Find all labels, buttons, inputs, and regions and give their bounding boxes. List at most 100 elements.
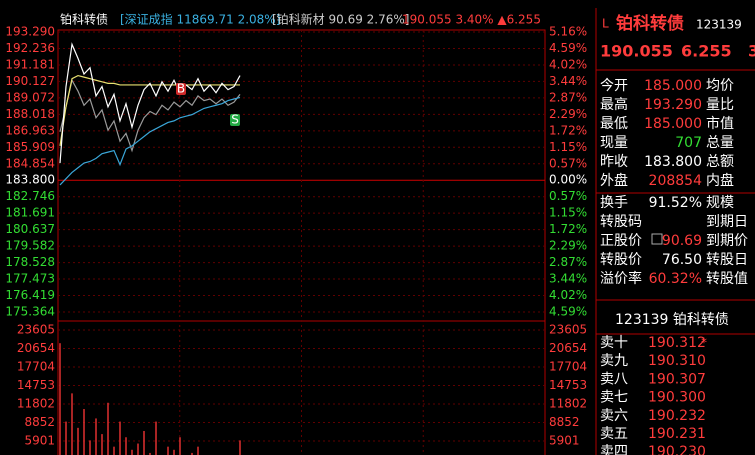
book-label: 卖六 [600,408,628,424]
book-price: 190.300 [648,390,706,406]
vol-tick-label: 5901 [24,434,55,448]
pct-tick-label: 0.57% [549,189,587,203]
row-label: 均价 [706,78,734,94]
chart-name: 铂科转债 [60,12,108,27]
row-label: 转股值 [706,271,748,287]
book-label: 卖十 [600,335,628,351]
row-label: 总额 [706,154,734,170]
price-tick-label: 191.181 [5,57,55,71]
vol-tick-label: 8852 [549,415,580,429]
row-label: 量比 [706,97,734,113]
row-label: 到期价 [706,233,748,249]
price-tick-label: 184.854 [5,156,55,170]
panel-change: 6.255 [681,42,732,61]
panel-price: 190.055 [600,42,673,61]
vol-tick-label: 14753 [17,378,55,392]
pct-tick-label: 4.02% [549,288,587,302]
pct-tick-label: 2.29% [549,239,587,253]
book-label: 卖五 [600,426,628,442]
vol-tick-label: 23605 [549,323,587,337]
price-tick-label: 178.528 [5,255,55,269]
price-tick-label: 190.127 [5,74,55,88]
line-index [59,96,241,186]
panel-name: 铂科转债 [616,13,684,34]
book-star: * [701,336,707,350]
book-label: 卖四 [600,444,628,455]
pct-tick-label: 4.59% [549,41,587,55]
pct-tick-label: 1.72% [549,222,587,236]
pct-tick-label: 4.02% [549,57,587,71]
row-value: 183.800 [644,154,702,170]
row-value: 90.69 [662,233,702,249]
line-price [59,42,241,164]
book-price: 190.310 [648,353,706,369]
row-label: 转股码 [600,214,642,230]
price-tick-label: 182.746 [5,189,55,203]
price-tick-label: 179.582 [5,239,55,253]
price-tick-label: 193.290 [5,25,55,39]
row-label: 昨收 [600,154,628,170]
row-label: 现量 [600,135,628,151]
index-quote: [深证成指 11869.71 2.08%] [120,12,280,27]
price-tick-label: 175.364 [5,305,55,319]
trade-marker [230,114,240,126]
icon [651,233,663,245]
row-label: 转股日 [706,252,748,268]
row-label: 今开 [600,78,628,94]
vol-tick-label: 23605 [17,323,55,337]
trade-marker [176,83,186,95]
pct-tick-label: 0.00% [549,173,587,187]
panel-pct: 3 [748,42,755,61]
trade-marker-label: B [177,82,185,96]
vol-tick-label: 17704 [549,359,587,373]
vol-tick-label: 20654 [17,341,55,355]
row-label: 外盘 [600,172,628,189]
row-value: 208854 [649,173,703,189]
vol-tick-label: 5901 [549,434,580,448]
line-avg [59,74,240,146]
pct-tick-label: 2.87% [549,255,587,269]
row-label: 换手 [600,194,628,211]
pct-tick-label: 1.15% [549,140,587,154]
book-label: 卖九 [600,353,628,369]
pct-tick-label: 5.16% [549,25,587,39]
book-label: 卖七 [600,390,628,406]
price-tick-label: 177.473 [5,272,55,286]
pct-tick-label: 2.87% [549,90,587,104]
row-label: 最高 [600,96,628,113]
stock-quote: [铂科新材 90.69 2.76%] [272,12,409,27]
panel-code: 123139 [696,18,742,32]
price-tick-label: 176.419 [5,288,55,302]
prefix: L [602,17,609,31]
row-label: 溢价率 [600,270,642,287]
row-value: 185.000 [644,78,702,94]
line-stock [59,78,241,153]
row-label: 正股价 [600,233,642,249]
pct-tick-label: 1.15% [549,206,587,220]
price-tick-label: 186.963 [5,123,55,137]
price-tick-label: 189.072 [5,90,55,104]
book-price: 190.307 [648,371,706,387]
row-value: 76.50 [662,252,702,268]
pct-tick-label: 4.59% [549,305,587,319]
price-tick-label: 185.909 [5,140,55,154]
row-label: 总量 [706,135,734,151]
row-value: 91.52% [649,195,702,211]
pct-tick-label: 0.57% [549,156,587,170]
vol-tick-label: 20654 [549,341,587,355]
row-label: 市值 [706,115,734,132]
vol-tick-label: 14753 [549,378,587,392]
price-tick-label: 180.637 [5,222,55,236]
book-label: 卖八 [600,371,628,387]
pct-tick-label: 1.72% [549,123,587,137]
vol-tick-label: 11802 [17,397,55,411]
book-price: 190.231 [648,426,706,442]
price-tick-label: 192.236 [5,41,55,55]
price-tick-label: 188.018 [5,107,55,121]
row-label: 最低 [600,116,628,132]
bond-quote: 190.055 3.40% ▲6.255 [402,13,541,27]
vol-tick-label: 8852 [24,415,55,429]
book-price: 190.312 [648,335,706,351]
book-title: 123139 铂科转债 [615,312,729,328]
